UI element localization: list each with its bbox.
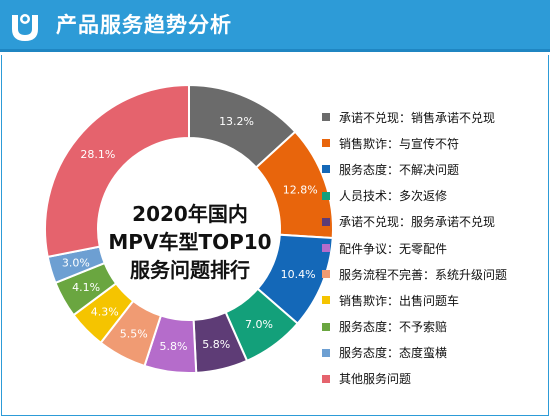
legend-label: 销售欺诈：与宣传不符 [339, 136, 460, 151]
legend-label: 配件争议：无零配件 [339, 241, 448, 256]
legend-item-6: 配件争议：无零配件 [322, 235, 548, 261]
legend-swatch [322, 113, 330, 122]
legend-label: 人员技术：多次返修 [339, 189, 448, 204]
legend-item-4: 人员技术：多次返修 [322, 183, 548, 209]
header-bar: 产品服务趋势分析 [0, 0, 550, 52]
legend-item-9: 服务态度：不予索赔 [322, 314, 548, 340]
content-frame [1, 55, 549, 416]
legend-swatch [322, 296, 330, 305]
legend-swatch [322, 191, 330, 200]
slice-data-label-9: 4.1% [72, 281, 100, 294]
slice-data-label-11: 28.1% [80, 148, 115, 161]
legend-item-5: 承诺不兑现：服务承诺不兑现 [322, 209, 548, 235]
legend-label: 服务态度：不解决问题 [339, 162, 460, 177]
slice-data-label-10: 3.0% [62, 257, 90, 270]
legend-label: 服务态度：不予索赔 [339, 320, 448, 335]
slice-data-label-6: 5.8% [159, 340, 187, 353]
legend-label: 服务流程不完善：系统升级问题 [339, 267, 508, 282]
slice-data-label-5: 5.8% [202, 338, 230, 351]
slice-data-label-7: 5.5% [120, 327, 148, 340]
slice-data-label-1: 13.2% [219, 115, 254, 128]
slice-data-label-3: 10.4% [281, 268, 316, 281]
brand-logo-icon [12, 14, 38, 41]
legend-item-8: 销售欺诈：出售问题车 [322, 287, 548, 313]
legend-swatch [322, 270, 330, 279]
legend-label: 销售欺诈：出售问题车 [339, 293, 460, 308]
slice-data-label-2: 12.8% [283, 184, 318, 197]
center-label-line-3: 服务问题排行 [130, 258, 250, 282]
chart-legend: 承诺不兑现：销售承诺不兑现 销售欺诈：与宣传不符 服务态度：不解决问题 人员技术：多次… [322, 104, 548, 392]
legend-swatch [322, 348, 330, 357]
center-label-line-2: MPV车型TOP10 [108, 230, 272, 254]
legend-swatch [322, 165, 330, 174]
legend-swatch [322, 322, 330, 331]
legend-item-11: 其他服务问题 [322, 366, 548, 392]
page-title: 产品服务趋势分析 [56, 13, 232, 37]
legend-label: 承诺不兑现：销售承诺不兑现 [339, 110, 496, 125]
legend-swatch [322, 217, 330, 226]
legend-item-3: 服务态度：不解决问题 [322, 156, 548, 182]
legend-item-10: 服务态度：态度蛮横 [322, 340, 548, 366]
slice-data-label-8: 4.3% [91, 306, 119, 319]
legend-item-7: 服务流程不完善：系统升级问题 [322, 261, 548, 287]
legend-item-1: 承诺不兑现：销售承诺不兑现 [322, 104, 548, 130]
legend-label: 其他服务问题 [339, 372, 412, 387]
legend-label: 承诺不兑现：服务承诺不兑现 [339, 215, 496, 230]
center-label-line-1: 2020年国内 [132, 202, 248, 226]
legend-swatch [322, 139, 330, 148]
legend-item-2: 销售欺诈：与宣传不符 [322, 130, 548, 156]
legend-swatch [322, 374, 330, 383]
chart-center-label: 2020年国内 MPV车型TOP10 服务问题排行 [108, 200, 272, 284]
slice-data-label-4: 7.0% [245, 318, 273, 331]
legend-swatch [322, 244, 330, 253]
donut-slice-11 [44, 83, 190, 259]
legend-label: 服务态度：态度蛮横 [339, 346, 448, 361]
